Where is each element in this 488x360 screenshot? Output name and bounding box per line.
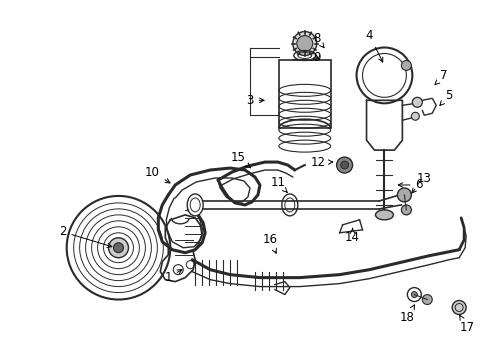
Text: 11: 11: [270, 176, 287, 192]
Text: 4: 4: [365, 29, 382, 62]
Circle shape: [401, 60, 410, 71]
Circle shape: [292, 32, 316, 55]
Text: 2: 2: [59, 225, 112, 247]
Text: 8: 8: [312, 32, 324, 48]
Circle shape: [113, 243, 123, 253]
Circle shape: [340, 161, 348, 169]
Circle shape: [401, 205, 410, 215]
Text: 14: 14: [345, 228, 359, 244]
Circle shape: [410, 292, 416, 298]
Text: 10: 10: [144, 166, 170, 183]
Circle shape: [410, 112, 419, 120]
Text: 15: 15: [230, 150, 250, 168]
Text: 13: 13: [411, 171, 431, 193]
Circle shape: [296, 36, 312, 51]
Circle shape: [411, 97, 422, 107]
Ellipse shape: [187, 194, 203, 216]
Circle shape: [336, 157, 352, 173]
Circle shape: [397, 188, 410, 202]
Text: 17: 17: [459, 315, 474, 334]
Circle shape: [422, 294, 431, 305]
Circle shape: [108, 238, 128, 258]
Bar: [278, 60, 330, 128]
Text: 18: 18: [399, 305, 414, 324]
Ellipse shape: [375, 210, 393, 220]
Text: 9: 9: [312, 51, 320, 64]
Text: 6: 6: [397, 179, 422, 192]
Text: 16: 16: [262, 233, 277, 253]
Circle shape: [451, 301, 465, 315]
Text: 12: 12: [309, 156, 332, 168]
Text: 5: 5: [439, 89, 452, 105]
Text: 7: 7: [434, 69, 447, 85]
Text: 1: 1: [164, 270, 182, 284]
Text: 3: 3: [246, 94, 264, 107]
